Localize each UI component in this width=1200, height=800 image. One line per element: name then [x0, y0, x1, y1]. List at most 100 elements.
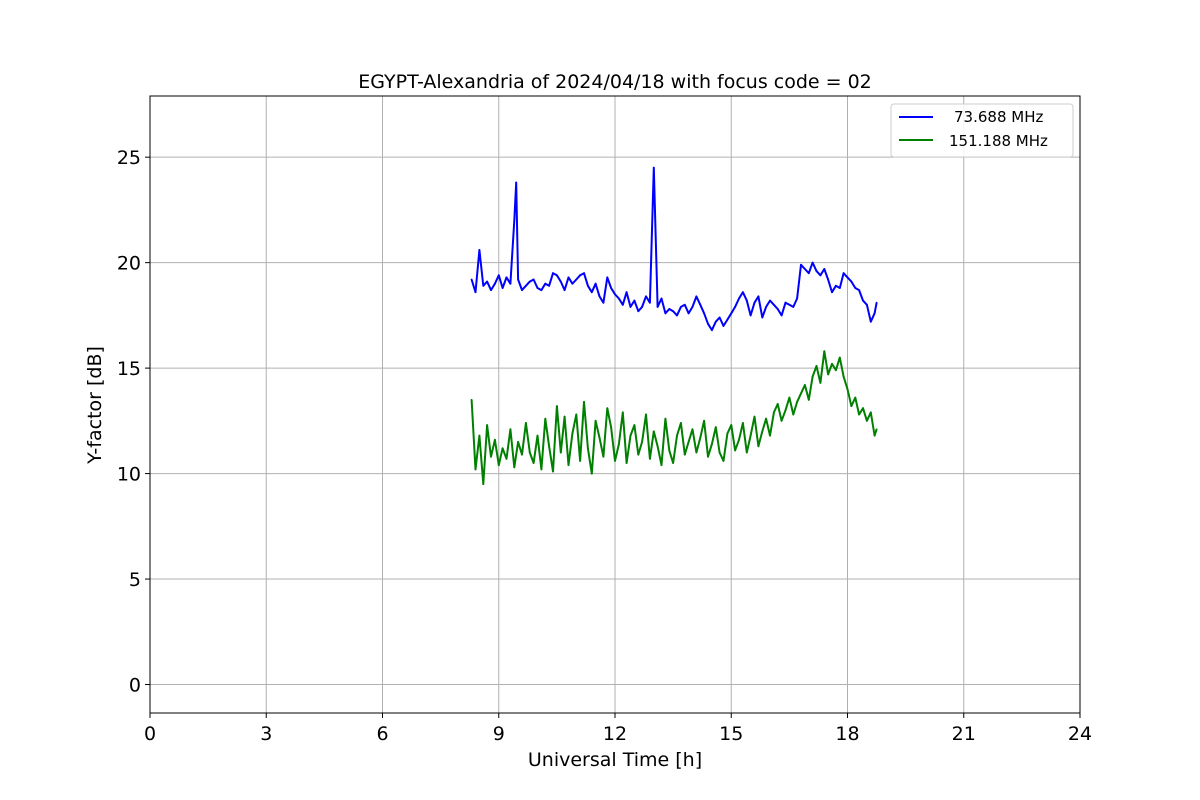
series-2-point	[800, 392, 802, 395]
axis-ticks: 0 3 6 9 12 15 18 21 24 0 5 10 15 20 25	[117, 147, 1092, 745]
series-2-point	[598, 436, 601, 439]
series-1-point	[598, 295, 601, 298]
series-2-point	[649, 457, 651, 460]
series-1-point	[563, 289, 566, 291]
series-1-point	[606, 276, 609, 279]
series-1-point	[552, 272, 554, 275]
x-tick-label: 0	[144, 723, 156, 745]
series-1-point	[509, 282, 512, 285]
series-2-point	[680, 422, 682, 424]
x-tick-label: 15	[719, 723, 743, 745]
series-2-point	[656, 445, 659, 448]
series-2-point	[745, 451, 748, 454]
x-tick-label: 18	[835, 723, 859, 745]
series-2-point	[583, 401, 585, 403]
series-2-point	[540, 468, 543, 471]
series-2-point	[807, 398, 810, 401]
series-1-point	[494, 282, 496, 285]
series-1-point	[711, 329, 713, 331]
x-axis-label: Universal Time [h]	[528, 749, 702, 771]
series-1-point	[625, 291, 628, 294]
series-1-point	[703, 312, 705, 315]
series-2-point	[536, 434, 539, 437]
series-2-point	[633, 424, 636, 426]
series-2-point	[525, 422, 527, 424]
series-1-point	[765, 306, 767, 308]
series-1-point	[695, 295, 698, 298]
series-1-point	[528, 280, 531, 283]
series-2-point	[645, 413, 647, 416]
series-2-point	[559, 451, 562, 454]
series-2-point	[594, 419, 597, 422]
series-1-point	[652, 166, 655, 169]
legend-box	[890, 103, 1074, 158]
series-2-point	[835, 369, 837, 372]
series-2-point	[521, 453, 523, 456]
series-1-point	[784, 301, 787, 304]
series-1-point	[579, 274, 581, 277]
series-1-point	[854, 287, 857, 289]
series-1-point	[548, 284, 550, 287]
series-2-point	[757, 445, 760, 448]
series-1-point	[730, 312, 733, 315]
series-1-point	[629, 306, 632, 308]
series-1-point	[866, 303, 868, 306]
series-1-point	[850, 280, 853, 283]
series-2-point	[652, 430, 655, 433]
series-2-point	[742, 422, 744, 424]
series-2-point	[831, 363, 833, 365]
series-1-point	[618, 297, 620, 300]
series-2-point	[773, 411, 775, 414]
series-1-point	[742, 291, 744, 294]
series-2-point	[505, 457, 508, 460]
x-tick-label: 21	[952, 723, 976, 745]
series-1-point	[567, 276, 570, 279]
y-tick-label: 0	[129, 675, 141, 697]
series-2-point	[815, 365, 818, 367]
series-1-point	[517, 278, 519, 281]
series-2-point	[691, 428, 694, 431]
series-1-point	[875, 301, 878, 304]
series-2-point	[842, 375, 845, 378]
series-2-point	[819, 382, 822, 384]
series-2-point	[780, 419, 783, 422]
series-1-point	[819, 274, 822, 277]
series-1-point	[515, 181, 518, 184]
series-1-point	[660, 297, 663, 300]
series-1-point	[544, 282, 547, 285]
series-1-point	[656, 306, 659, 308]
series-2-point	[753, 415, 756, 418]
series-1-point	[831, 291, 833, 294]
series-1-point	[858, 289, 860, 291]
series-1-point	[587, 284, 589, 287]
series-2-point	[590, 472, 593, 475]
series-2-point	[575, 413, 578, 416]
series-1-point	[610, 287, 612, 289]
series-1-point	[734, 306, 736, 308]
series-1-point	[676, 314, 678, 317]
series-1-point	[602, 301, 605, 304]
series-2-point	[695, 451, 698, 454]
series-2-point	[714, 426, 717, 429]
series-2-point	[784, 409, 787, 412]
series-2-point	[873, 434, 876, 437]
series-2-point	[769, 434, 771, 437]
series-2-point	[501, 447, 504, 450]
series-2-point	[567, 464, 570, 466]
series-2-point	[703, 419, 705, 422]
series-1-point	[571, 282, 574, 285]
series-1-point	[835, 284, 837, 287]
x-tick-label: 12	[603, 723, 627, 745]
y-tick-label: 10	[117, 464, 141, 486]
series-1-point	[497, 274, 500, 277]
series-2-point	[788, 396, 791, 399]
series-2-point	[478, 434, 481, 437]
series-2-point	[563, 415, 566, 418]
series-1-point	[846, 276, 849, 279]
series-1-point	[699, 303, 702, 306]
series-2-point	[556, 405, 558, 407]
series-1-point	[664, 312, 667, 315]
series-2-point	[862, 407, 864, 410]
series-1-point	[505, 276, 508, 279]
series-2-point	[641, 441, 643, 443]
